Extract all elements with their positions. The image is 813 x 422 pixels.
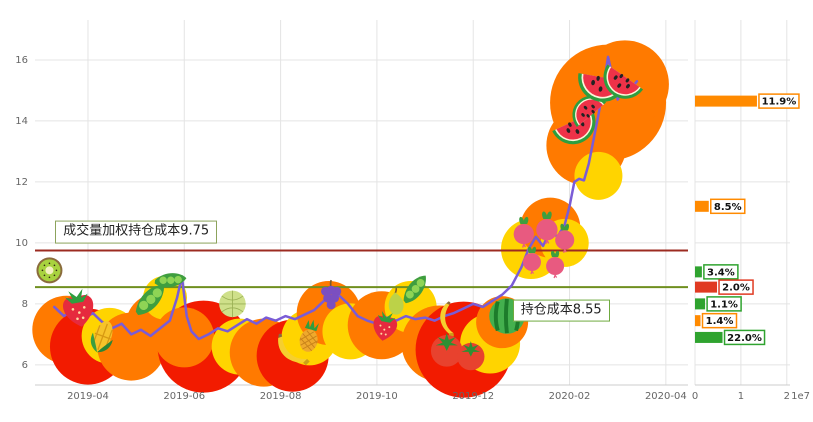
volume-blob [154, 307, 215, 368]
volume-bar [695, 281, 718, 293]
y-tick-label: 12 [15, 177, 28, 188]
volume-distribution-bars: 11.9% 8.5% 3.4% 2.0% 1.1% 1.4% 22.0% [695, 93, 800, 346]
percent-label-box [710, 198, 746, 215]
y-tick-label: 6 [22, 360, 28, 371]
percent-label-box [701, 312, 738, 329]
cost-lines [35, 249, 688, 289]
volume-bar [695, 95, 757, 107]
percent-label-box [703, 264, 739, 280]
volume-blob [580, 40, 669, 129]
volume-bar [695, 266, 702, 278]
volume-blobs [32, 40, 669, 398]
percent-label: 11.9% [762, 97, 797, 108]
percent-label-box [706, 296, 742, 312]
x-tick-label: 2019-12 [452, 391, 494, 402]
volume-blob [574, 151, 623, 200]
x-tick-label: 2019-04 [67, 391, 109, 402]
y-tick-label: 16 [15, 55, 28, 66]
percent-label: 22.0% [727, 333, 762, 344]
y-tick-label: 8 [22, 299, 28, 310]
x-tick-label: 2019-10 [356, 391, 398, 402]
percent-label: 2.0% [722, 283, 750, 294]
vwap-cost-label: 成交量加权持仓成本9.75 [55, 220, 218, 244]
x-tick-label: 2019-06 [163, 391, 205, 402]
axis-exponent-label: 1e7 [791, 391, 810, 402]
percent-label: 3.4% [707, 267, 735, 278]
dist-x-tick-label: 0 [692, 391, 698, 402]
percent-label-box [723, 329, 766, 346]
percent-label: 1.1% [710, 299, 738, 310]
dist-x-tick-label: 2 [784, 391, 790, 402]
y-tick-label: 10 [15, 238, 28, 249]
x-tick-label: 2020-04 [645, 391, 687, 402]
x-tick-label: 2020-02 [549, 391, 591, 402]
volume-bar [695, 298, 706, 310]
x-tick-label: 2019-08 [260, 391, 302, 402]
percent-label: 1.4% [706, 316, 734, 327]
percent-label-box [718, 279, 754, 295]
y-tick-label: 14 [15, 116, 28, 127]
volume-bar [695, 331, 723, 343]
volume-bar [695, 315, 701, 327]
percent-label: 8.5% [714, 202, 742, 213]
avg-cost-label: 持仓成本8.55 [512, 299, 610, 323]
percent-label-box [758, 93, 800, 109]
volume-bar [695, 200, 709, 212]
dist-x-tick-label: 1 [738, 391, 744, 402]
